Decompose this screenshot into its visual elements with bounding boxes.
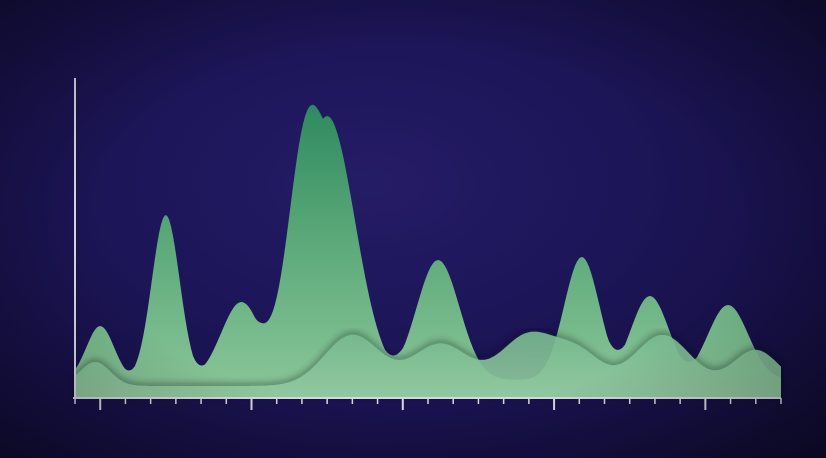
series-1-area	[75, 104, 781, 399]
series-2-area	[75, 331, 781, 398]
x-axis-ticks	[74, 398, 782, 410]
series-areas	[75, 104, 781, 399]
